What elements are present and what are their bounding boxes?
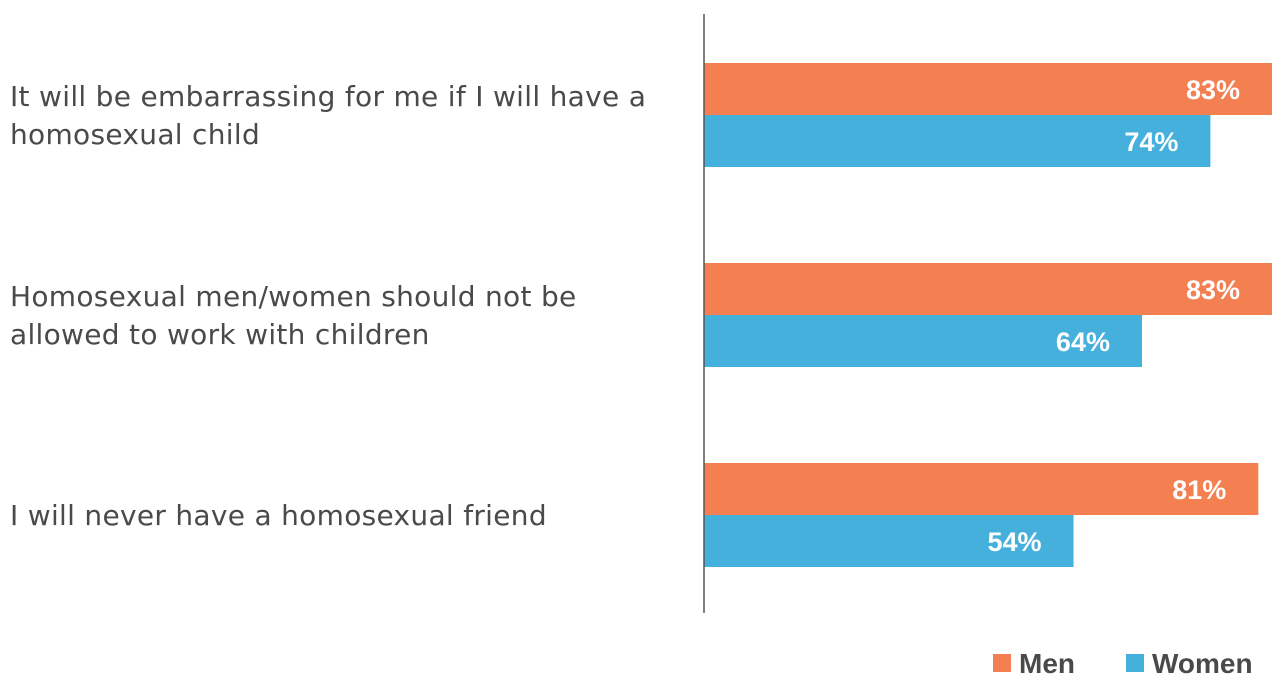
category-label-2-line-1: Homosexual men/women should not be <box>10 280 577 313</box>
bar-women-3 <box>704 515 1074 567</box>
bar-women-2 <box>704 315 1142 367</box>
category-label-1-line-1: It will be embarrassing for me if I will… <box>10 80 646 113</box>
data-label-women-3: 54% <box>987 527 1041 557</box>
legend-swatch-women <box>1126 654 1144 672</box>
bars: 83% 74% 83% 64% 81% 54% <box>704 63 1272 567</box>
legend-label-men: Men <box>1019 648 1075 675</box>
legend-swatch-men <box>993 654 1011 672</box>
category-labels: It will be embarrassing for me if I will… <box>10 80 646 532</box>
data-label-men-1: 83% <box>1186 75 1240 105</box>
bar-men-2 <box>704 263 1272 315</box>
data-label-women-2: 64% <box>1056 327 1110 357</box>
data-label-men-3: 81% <box>1172 475 1226 505</box>
category-label-3-line-1: I will never have a homosexual friend <box>10 499 547 532</box>
bar-men-3 <box>704 463 1259 515</box>
category-label-1-line-2: homosexual child <box>10 118 260 151</box>
bar-men-1 <box>704 63 1272 115</box>
category-label-2-line-2: allowed to work with children <box>10 318 430 351</box>
legend: Men Women <box>993 648 1253 675</box>
legend-label-women: Women <box>1152 648 1253 675</box>
data-label-men-2: 83% <box>1186 275 1240 305</box>
data-label-women-1: 74% <box>1124 127 1178 157</box>
bar-women-1 <box>704 115 1211 167</box>
